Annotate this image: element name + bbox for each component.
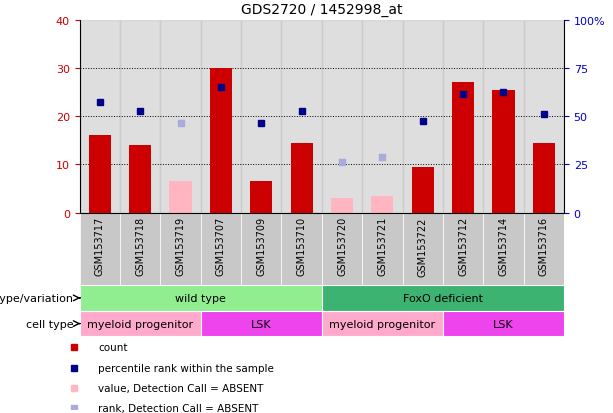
Bar — [250, 182, 272, 213]
Bar — [120, 213, 161, 285]
Bar — [443, 21, 483, 213]
Bar — [483, 21, 524, 213]
Text: GSM153721: GSM153721 — [378, 217, 387, 276]
Text: myeloid progenitor: myeloid progenitor — [87, 319, 193, 329]
Text: GSM153712: GSM153712 — [458, 217, 468, 276]
Bar — [362, 213, 403, 285]
Bar — [443, 213, 483, 285]
Bar — [322, 285, 564, 311]
Bar — [80, 285, 322, 311]
Bar — [210, 69, 232, 213]
Text: myeloid progenitor: myeloid progenitor — [329, 319, 435, 329]
Bar — [492, 90, 514, 213]
Text: count: count — [98, 342, 128, 352]
Text: LSK: LSK — [493, 319, 514, 329]
Text: genotype/variation: genotype/variation — [0, 293, 74, 303]
Bar — [533, 143, 555, 213]
Text: cell type: cell type — [26, 319, 74, 329]
Title: GDS2720 / 1452998_at: GDS2720 / 1452998_at — [241, 3, 403, 17]
Bar — [80, 213, 120, 285]
Bar — [524, 213, 564, 285]
Text: LSK: LSK — [251, 319, 272, 329]
Text: GSM153718: GSM153718 — [135, 217, 145, 276]
Bar — [169, 182, 192, 213]
Bar — [452, 83, 474, 213]
Bar — [322, 21, 362, 213]
Bar — [120, 21, 161, 213]
Bar — [281, 213, 322, 285]
Text: GSM153714: GSM153714 — [498, 217, 508, 276]
Bar — [322, 213, 362, 285]
Bar — [89, 136, 111, 213]
Bar — [362, 21, 403, 213]
Bar — [80, 311, 201, 337]
Bar — [241, 213, 281, 285]
Bar — [443, 311, 564, 337]
Text: GSM153707: GSM153707 — [216, 217, 226, 276]
Bar — [331, 199, 353, 213]
Bar — [403, 21, 443, 213]
Bar — [483, 213, 524, 285]
Text: GSM153722: GSM153722 — [417, 217, 428, 276]
Text: value, Detection Call = ABSENT: value, Detection Call = ABSENT — [98, 383, 264, 393]
Bar — [201, 21, 241, 213]
Bar — [241, 21, 281, 213]
Bar — [403, 213, 443, 285]
Text: GSM153716: GSM153716 — [539, 217, 549, 276]
Bar — [524, 21, 564, 213]
Bar — [371, 196, 394, 213]
Bar — [291, 143, 313, 213]
Text: FoxO deficient: FoxO deficient — [403, 293, 483, 303]
Text: GSM153717: GSM153717 — [95, 217, 105, 276]
Bar — [201, 213, 241, 285]
Bar — [281, 21, 322, 213]
Text: GSM153709: GSM153709 — [256, 217, 266, 276]
Bar — [80, 21, 120, 213]
Text: wild type: wild type — [175, 293, 226, 303]
Bar — [201, 311, 322, 337]
Text: GSM153710: GSM153710 — [297, 217, 306, 276]
Bar — [161, 21, 201, 213]
Text: GSM153719: GSM153719 — [175, 217, 186, 276]
Bar — [129, 146, 151, 213]
Text: rank, Detection Call = ABSENT: rank, Detection Call = ABSENT — [98, 403, 259, 413]
Text: percentile rank within the sample: percentile rank within the sample — [98, 363, 274, 373]
Bar — [322, 311, 443, 337]
Bar — [411, 167, 434, 213]
Bar — [161, 213, 201, 285]
Text: GSM153720: GSM153720 — [337, 217, 347, 276]
